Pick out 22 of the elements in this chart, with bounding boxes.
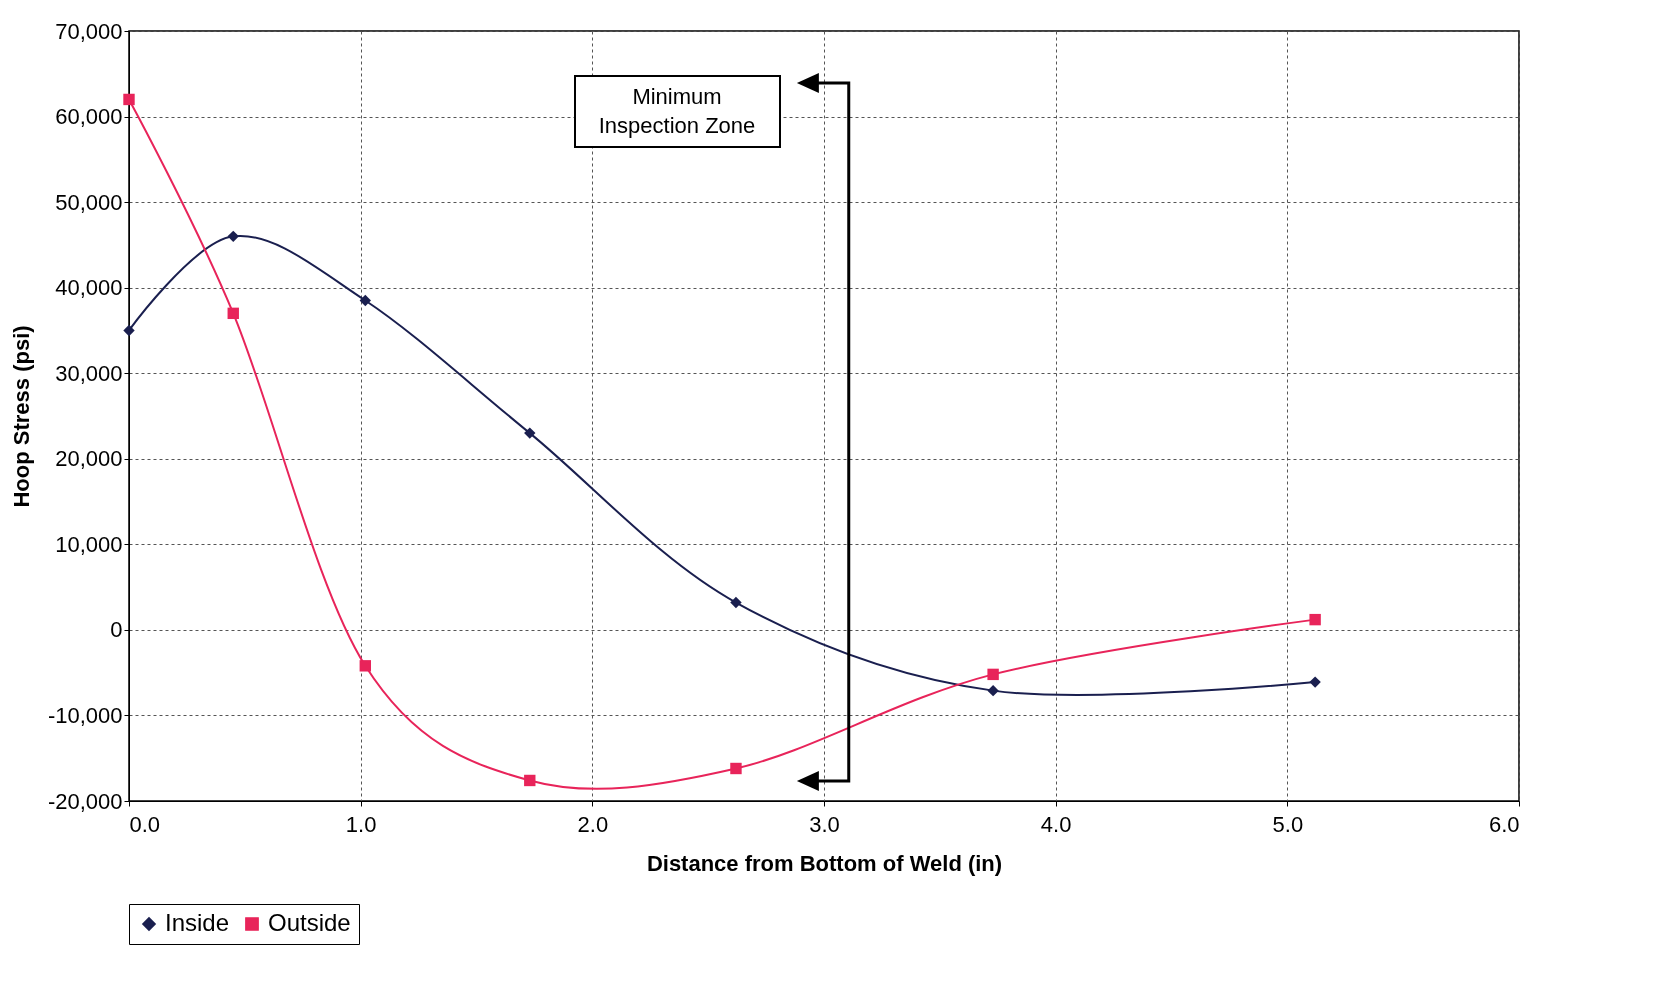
annotation: Minimum Inspection Zone	[573, 74, 781, 149]
x-tick-label: 3.0	[809, 811, 840, 837]
x-tick-label: 2.0	[577, 811, 609, 837]
legend-label: Outside	[268, 909, 351, 936]
x-axis-title: Distance from Bottom of Weld (in)	[646, 850, 1003, 876]
x-tick-label: 4.0	[1040, 811, 1072, 837]
x-tick-label: 1.0	[345, 811, 377, 837]
y-axis-title: Hoop Stress (psi)	[8, 325, 34, 508]
y-tick-label: -10,000	[47, 702, 123, 728]
y-tick-label: 60,000	[55, 104, 123, 130]
y-tick-label: 30,000	[55, 360, 123, 386]
legend-label: Inside	[165, 909, 230, 936]
x-tick-label: 0.0	[129, 811, 161, 837]
y-tick-label: 20,000	[55, 446, 123, 472]
y-tick-label: -20,000	[47, 788, 123, 814]
y-tick-label: 40,000	[55, 275, 123, 301]
y-tick-label: 10,000	[55, 531, 123, 557]
y-tick-label: 50,000	[55, 189, 123, 215]
y-tick-label: 0	[110, 617, 123, 643]
x-tick-label: 6.0	[1488, 811, 1520, 837]
y-tick-label: 70,000	[55, 18, 123, 44]
x-tick-label: 5.0	[1272, 811, 1304, 837]
